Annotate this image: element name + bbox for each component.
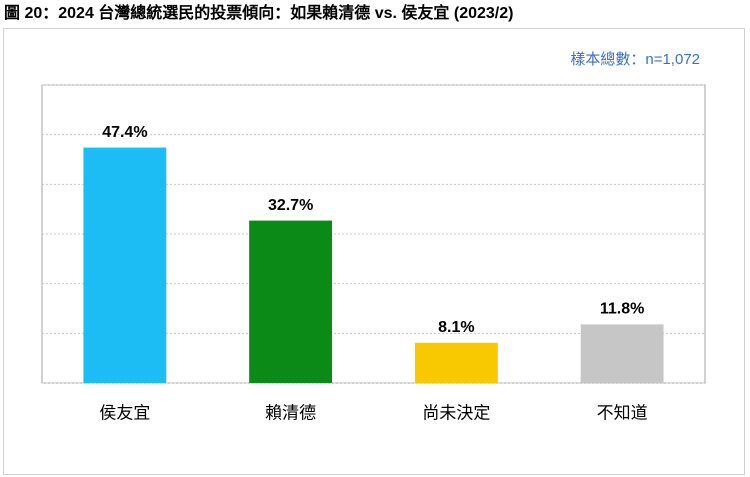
bar — [414, 342, 498, 383]
bar — [83, 147, 167, 383]
x-tick-label: 尚未決定 — [422, 403, 490, 422]
x-tick-label: 侯友宜 — [99, 403, 150, 422]
x-tick-label: 不知道 — [597, 403, 648, 422]
value-label: 11.8% — [600, 301, 644, 318]
value-label: 47.4% — [102, 124, 147, 141]
bar — [580, 324, 664, 383]
chart-title: 圖 20：2024 台灣總統選民的投票傾向：如果賴清德 vs. 侯友宜 (202… — [4, 3, 513, 22]
value-label: 8.1% — [438, 319, 474, 336]
x-tick-label: 賴清德 — [265, 403, 316, 422]
sample-note: 樣本總數：n=1,072 — [570, 50, 700, 68]
bar — [249, 220, 333, 383]
value-label: 32.7% — [268, 197, 313, 214]
chart-border — [3, 28, 745, 475]
